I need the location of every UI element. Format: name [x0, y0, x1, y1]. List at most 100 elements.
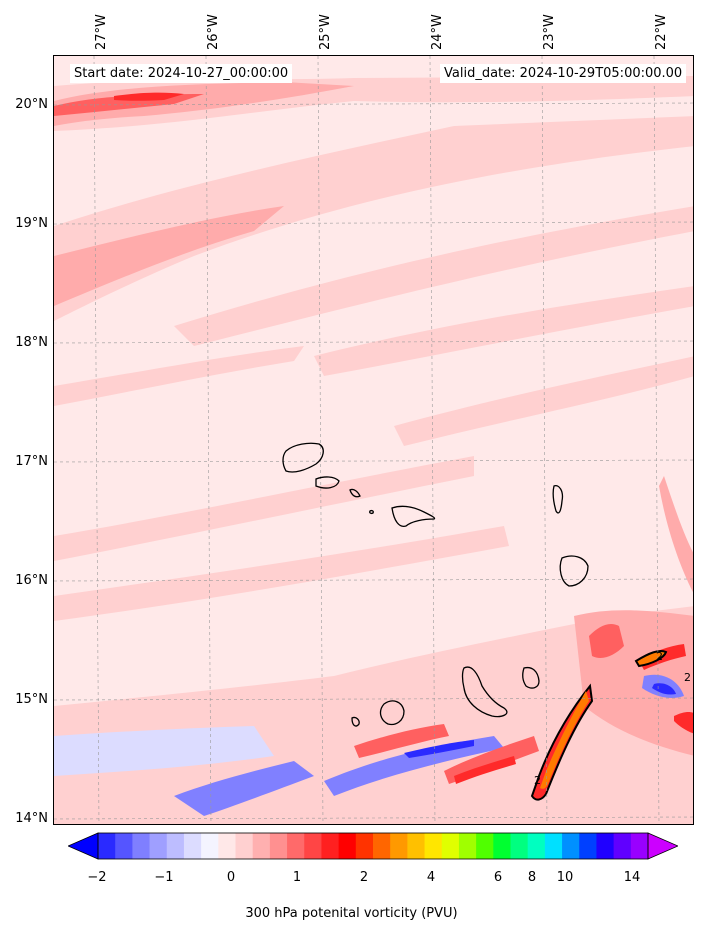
- cbar-tick-3: 1: [292, 870, 302, 885]
- field-streak-2: [174, 206, 693, 346]
- field-streak-4: [394, 356, 693, 446]
- colorbar-low-arrow: [68, 832, 99, 860]
- colorbar-segment: [252, 833, 271, 859]
- island-sao-vicente: [315, 476, 340, 489]
- island-boa-vista: [559, 555, 589, 587]
- colorbar-high-arrow: [647, 832, 678, 860]
- field-red-streak-core: [454, 756, 516, 784]
- island-santiago: [461, 666, 508, 718]
- colorbar-segment: [183, 833, 202, 859]
- lon-label-27w: 27°W: [94, 14, 109, 50]
- colorbar-segment: [510, 833, 529, 859]
- cbar-tick-5: 4: [426, 870, 436, 885]
- colorbar-segment: [98, 833, 116, 859]
- field-band-north-max: [114, 92, 184, 101]
- cbar-tick-7: 8: [527, 870, 537, 885]
- lat-label-15n: 15°N: [15, 692, 48, 707]
- cbar-tick-8: 10: [556, 870, 574, 885]
- colorbar-segment: [321, 833, 340, 859]
- lon-label-25w: 25°W: [318, 14, 333, 50]
- colorbar-segment: [373, 833, 391, 859]
- colorbar-segment: [407, 833, 425, 859]
- cbar-tick-0: −2: [87, 870, 107, 885]
- cbar-tick-1: −1: [154, 870, 174, 885]
- colorbar-segment: [579, 833, 597, 859]
- field-south-blue-band: [54, 726, 274, 776]
- field-streak-5: [54, 346, 304, 406]
- lat-label-19n: 19°N: [15, 216, 48, 231]
- coastlines: [282, 442, 589, 727]
- colorbar-segment: [287, 833, 305, 859]
- lon-label-23w: 23°W: [542, 14, 557, 50]
- start-date-label: Start date: 2024-10-27_00:00:00: [70, 64, 293, 83]
- contour-label-2b: 2: [684, 671, 691, 684]
- field-streak-3: [314, 286, 693, 376]
- field-se-red-patch: [589, 624, 624, 658]
- lon-label-26w: 26°W: [206, 14, 221, 50]
- island-raso: [369, 509, 374, 515]
- valid-date-label: Valid_date: 2024-10-29T05:00:00.00: [440, 64, 687, 83]
- field-band-north-core: [54, 82, 354, 126]
- island-santa-luzia: [349, 488, 361, 498]
- contour-label-2c: 2: [534, 774, 541, 787]
- lat-label-14n: 14°N: [15, 811, 48, 826]
- colorbar-segment: [338, 833, 357, 859]
- colorbar-segment: [476, 833, 494, 859]
- island-fogo: [379, 700, 405, 726]
- field-streak-6: [54, 456, 474, 561]
- island-sal: [552, 485, 564, 514]
- island-maio: [522, 666, 540, 689]
- colorbar-segment: [390, 833, 408, 859]
- colorbar-segment: [596, 833, 615, 859]
- map-panel[interactable]: 2 2 2: [53, 55, 694, 825]
- colorbar-segment: [493, 833, 511, 859]
- colorbar-segment: [218, 833, 236, 859]
- colorbar-segment: [441, 833, 460, 859]
- colorbar-segment: [355, 833, 374, 859]
- colorbar: [68, 832, 678, 860]
- colorbar-segment: [562, 833, 580, 859]
- colorbar-frame: [97, 832, 649, 860]
- colorbar-segment: [527, 833, 546, 859]
- colorbar-segment: [149, 833, 168, 859]
- colorbar-segment: [304, 833, 322, 859]
- colorbar-segment: [132, 833, 150, 859]
- field-south-region: [54, 606, 693, 824]
- field-blue-streak-core: [404, 740, 474, 758]
- colorbar-segment: [544, 833, 563, 859]
- colorbar-segment: [458, 833, 477, 859]
- field-se-red-edge: [674, 711, 693, 734]
- graticule: [54, 56, 693, 824]
- field-streak-1: [54, 116, 693, 321]
- lat-label-17n: 17°N: [15, 454, 48, 469]
- cbar-tick-2: 0: [226, 870, 236, 885]
- pv-field-map: 2 2 2: [54, 56, 693, 824]
- field-blue-streak-2: [324, 736, 504, 796]
- lat-label-20n: 20°N: [15, 97, 48, 112]
- colorbar-segment: [613, 833, 632, 859]
- field-red-streak-1: [354, 724, 449, 758]
- colorbar-segment: [235, 833, 254, 859]
- colorbar-segment: [201, 833, 219, 859]
- pv-filament-se: [634, 650, 668, 668]
- field-streak-1-core: [54, 206, 284, 306]
- island-sao-nicolau: [391, 505, 436, 527]
- field-streak-7: [54, 526, 509, 621]
- island-santo-antao: [282, 442, 324, 473]
- lat-label-18n: 18°N: [15, 335, 48, 350]
- lat-label-16n: 16°N: [15, 573, 48, 588]
- colorbar-segment: [424, 833, 443, 859]
- cbar-tick-4: 2: [359, 870, 369, 885]
- colorbar-segment: [269, 833, 288, 859]
- colorbar-segment: [115, 833, 133, 859]
- field-blue-streak-1: [174, 761, 314, 816]
- island-brava: [351, 716, 360, 727]
- pv-filament-core: [540, 691, 589, 789]
- cbar-tick-6: 6: [493, 870, 503, 885]
- colorbar-label: 300 hPa potenital vorticity (PVU): [245, 906, 458, 921]
- colorbar-segment: [630, 833, 649, 859]
- cbar-tick-9: 14: [623, 870, 641, 885]
- colorbar-segment: [166, 833, 185, 859]
- lon-label-24w: 24°W: [430, 14, 445, 50]
- contour-label-2a: 2: [656, 650, 663, 663]
